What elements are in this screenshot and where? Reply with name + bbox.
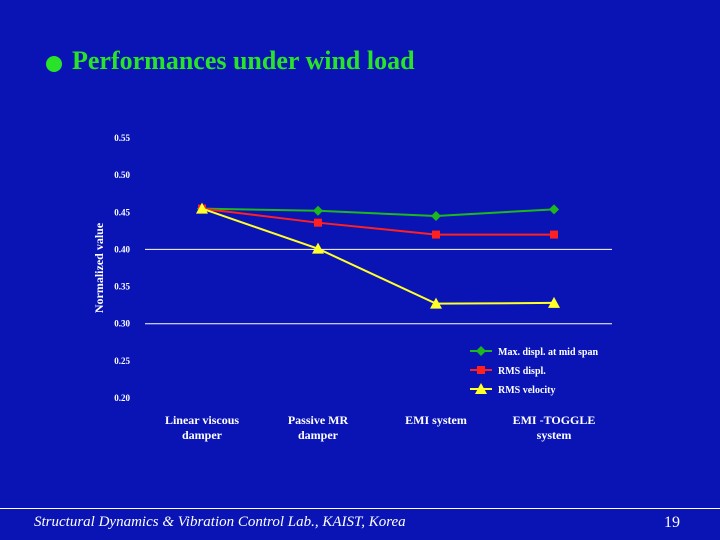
legend-marker — [477, 366, 485, 374]
y-tick-label: 0.30 — [114, 319, 130, 329]
legend-marker — [475, 383, 487, 394]
data-point — [312, 242, 324, 254]
series-line — [201, 207, 554, 236]
data-point — [196, 202, 208, 214]
y-axis-label: Normalized value — [92, 222, 106, 313]
y-tick-label: 0.20 — [114, 393, 130, 403]
bullet-icon — [46, 56, 62, 72]
x-tick-label: damper — [182, 428, 223, 442]
series-line — [201, 207, 555, 218]
page-number: 19 — [664, 514, 680, 531]
x-tick-label: system — [537, 428, 572, 442]
x-tick-label: Passive MR — [288, 413, 349, 427]
y-tick-label: 0.40 — [114, 244, 130, 254]
y-tick-label: 0.35 — [114, 282, 130, 292]
legend-marker — [476, 346, 486, 356]
data-point — [431, 211, 441, 221]
y-tick-label: 0.25 — [114, 356, 130, 366]
x-tick-label: EMI -TOGGLE — [513, 413, 596, 427]
x-tick-label: Linear viscous — [165, 413, 239, 427]
data-point — [550, 230, 558, 239]
data-point — [548, 296, 560, 308]
x-tick-label: EMI system — [405, 413, 467, 427]
footer-divider — [0, 508, 720, 509]
y-tick-label: 0.45 — [114, 207, 130, 217]
data-point — [313, 205, 323, 216]
slide-title: Performances under wind load — [72, 46, 415, 75]
legend-label: Max. displ. at mid span — [498, 347, 598, 358]
legend-label: RMS displ. — [498, 366, 546, 377]
legend-label: RMS velocity — [498, 385, 556, 396]
data-point — [549, 204, 559, 215]
data-point — [314, 218, 322, 227]
data-point — [430, 297, 442, 309]
series-line — [201, 207, 555, 305]
footer-text: Structural Dynamics & Vibration Control … — [34, 514, 406, 530]
y-tick-label: 0.50 — [114, 170, 130, 180]
x-tick-label: damper — [298, 428, 339, 442]
data-point — [432, 230, 440, 239]
y-tick-label: 0.55 — [114, 133, 130, 143]
